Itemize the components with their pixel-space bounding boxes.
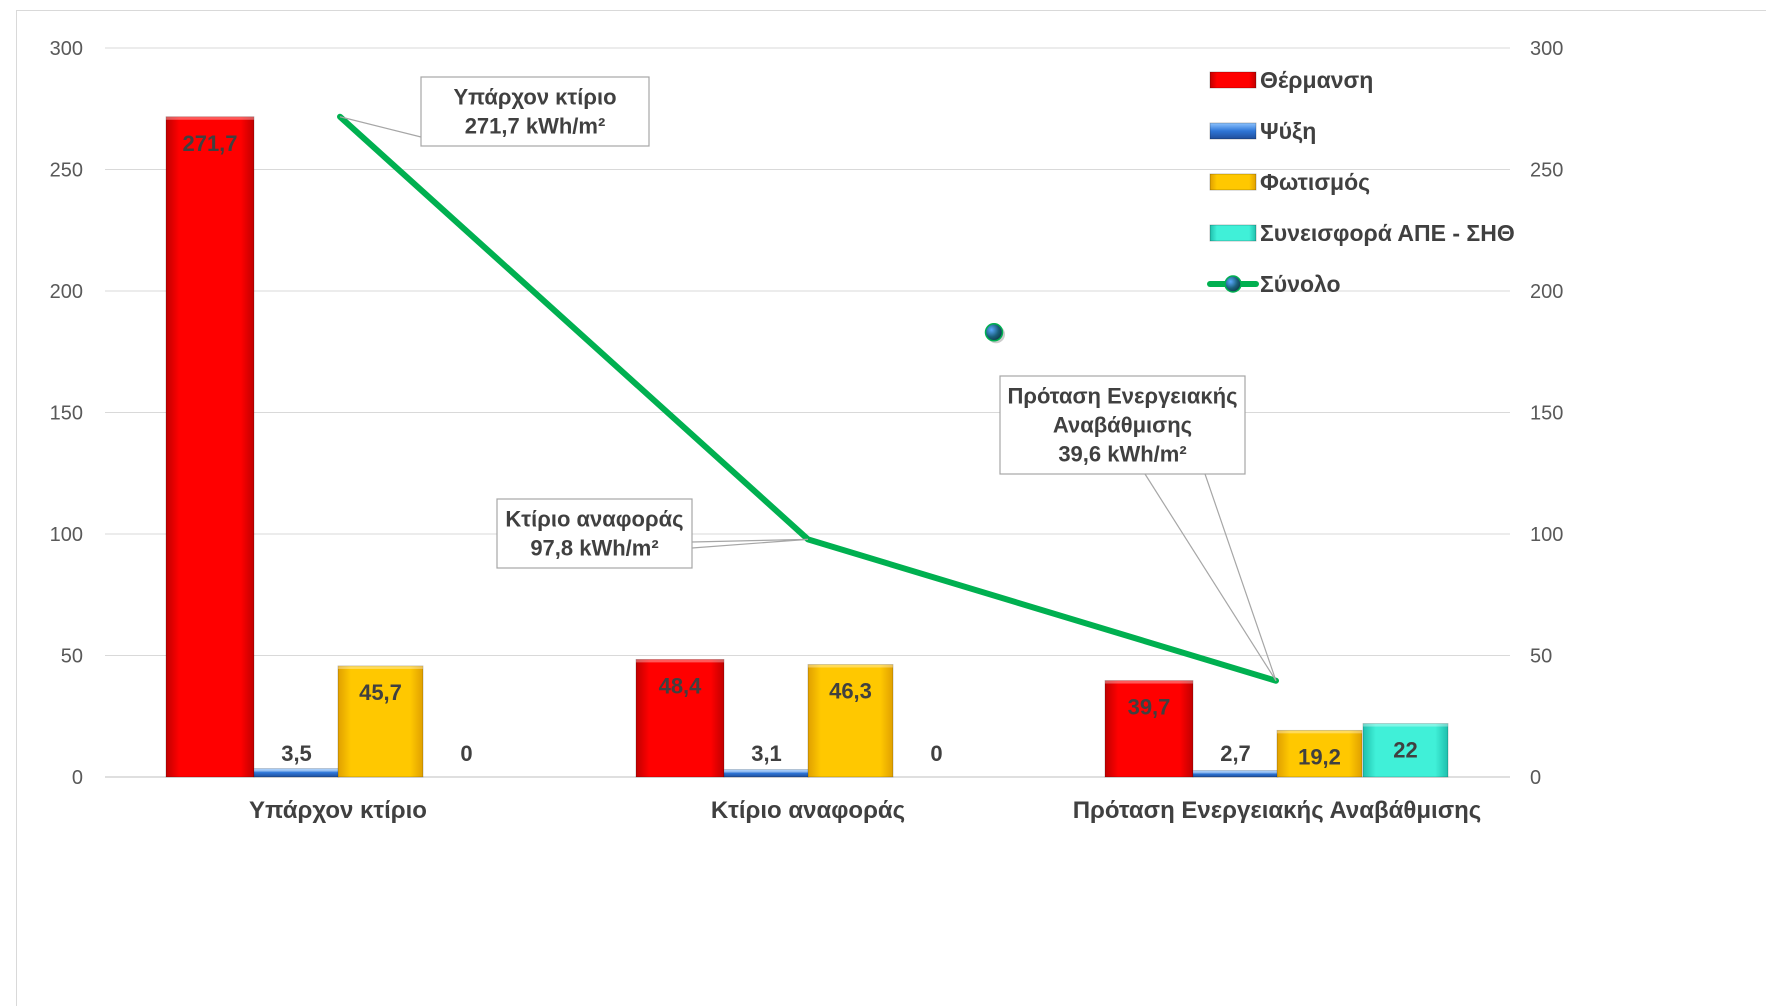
data-label-3-1: 0 — [930, 741, 942, 766]
data-label-1-1: 3,1 — [751, 741, 782, 766]
legend-label-1: Ψύξη — [1260, 118, 1316, 144]
bars — [165, 116, 1449, 778]
bar-0-0 — [165, 116, 255, 778]
category-label-0: Υπάρχον κτίριο — [249, 797, 427, 824]
bar-highlight-1-0 — [254, 768, 339, 772]
callout-text-0-1: 271,7 kWh/m² — [465, 114, 606, 139]
bar-highlight-1-1 — [724, 769, 809, 773]
y2-tick-label-200: 200 — [1530, 281, 1563, 303]
bar-highlight-2-1 — [808, 664, 893, 668]
y-tick-label-150: 150 — [50, 403, 83, 425]
bar-3-2 — [1362, 723, 1449, 778]
bar-highlight-0-2 — [1105, 680, 1193, 684]
callout-leader-1-1 — [691, 538, 809, 543]
data-label-0-2: 39,7 — [1128, 695, 1171, 720]
data-labels: 271,7 3,5 45,7 0 48,4 3,1 46,3 0 39,7 2,7 19,2 22 — [182, 131, 1417, 770]
callout-leader-1-0 — [691, 538, 809, 549]
legend-swatch-2 — [1209, 173, 1257, 191]
bar-2-0 — [337, 665, 424, 778]
legend-label-0: Θέρμανση — [1260, 67, 1373, 93]
y2-tick-label-50: 50 — [1530, 646, 1552, 668]
y2-tick-label-0: 0 — [1530, 767, 1541, 789]
bar-highlight-0-1 — [636, 659, 724, 663]
data-label-2-2: 19,2 — [1298, 744, 1341, 769]
data-label-3-2: 22 — [1393, 738, 1417, 763]
callout-box-2 — [999, 375, 1246, 475]
callout-box-0 — [420, 76, 650, 147]
data-label-0-0: 271,7 — [182, 131, 237, 156]
callout-text-2-1: Αναβάθμισης — [1053, 413, 1192, 438]
gridlines — [105, 47, 1510, 778]
data-label-1-2: 2,7 — [1220, 741, 1251, 766]
bar-highlight-3-2 — [1363, 723, 1448, 727]
data-label-0-1: 48,4 — [659, 673, 703, 698]
data-label-3-0: 0 — [460, 741, 472, 766]
y-tick-label-250: 250 — [50, 160, 83, 182]
legend-label-2: Φωτισμός — [1260, 169, 1370, 195]
data-label-2-1: 46,3 — [829, 678, 872, 703]
callouts: Υπάρχον κτίριο 271,7 kWh/m² Κτίριο αναφορά… — [339, 76, 1277, 682]
bar-2-1 — [807, 664, 894, 778]
bar-highlight-1-2 — [1193, 770, 1278, 774]
legend-swatch-0 — [1209, 71, 1257, 89]
legend-swatch-1 — [1209, 122, 1257, 140]
legend-marker-4 — [1224, 275, 1242, 293]
data-label-1-0: 3,5 — [281, 741, 312, 766]
stray-marker — [984, 323, 1004, 342]
callout-text-2-2: 39,6 kWh/m² — [1058, 442, 1186, 467]
y-tick-label-50: 50 — [61, 646, 83, 668]
chart-frame — [16, 10, 1766, 1006]
callout-text-0-0: Υπάρχον κτίριο — [453, 85, 616, 110]
y-axis-left: 0 50 100 150 200 250 300 — [50, 38, 83, 789]
y-tick-label-100: 100 — [50, 524, 83, 546]
callout-leader-2-1 — [1204, 473, 1277, 681]
callout-leader-0-0 — [339, 116, 422, 138]
y-tick-label-300: 300 — [50, 38, 83, 60]
y-tick-label-0: 0 — [72, 767, 83, 789]
legend-label-4: Σύνολο — [1260, 271, 1341, 297]
callout-text-2-0: Πρόταση Ενεργειακής — [1007, 384, 1237, 409]
bar-highlight-2-2 — [1277, 730, 1362, 734]
y-axis-right: 0 50 100 150 200 250 300 — [1530, 38, 1563, 789]
y2-tick-label-100: 100 — [1530, 524, 1563, 546]
callout-text-1-0: Κτίριο αναφοράς — [505, 507, 683, 532]
category-label-1: Κτίριο αναφοράς — [711, 797, 905, 824]
y2-tick-label-150: 150 — [1530, 403, 1563, 425]
y-tick-label-200: 200 — [50, 281, 83, 303]
legend-label-3: Συνεισφορά ΑΠΕ - ΣΗΘ — [1260, 220, 1515, 246]
category-label-2: Πρόταση Ενεργειακής Αναβάθμισης — [1073, 797, 1482, 824]
callout-box-1 — [496, 498, 693, 569]
bar-highlight-2-0 — [338, 665, 423, 669]
legend-swatch-3 — [1209, 224, 1257, 242]
data-label-2-0: 45,7 — [359, 680, 402, 705]
callout-leader-2-0 — [1144, 473, 1277, 682]
bar-0-1 — [635, 658, 725, 778]
y2-tick-label-250: 250 — [1530, 160, 1563, 182]
callout-text-1-1: 97,8 kWh/m² — [530, 536, 658, 561]
bar-0-2 — [1104, 680, 1194, 778]
x-axis-categories: Υπάρχον κτίριο Κτίριο αναφοράς Πρόταση Ενε… — [249, 797, 1481, 824]
y2-tick-label-300: 300 — [1530, 38, 1563, 60]
bar-highlight-0-0 — [166, 116, 254, 120]
legend: Θέρμανση Ψύξη Φωτισμός Συνεισφορά ΑΠΕ - ΣΗΘ… — [1207, 67, 1515, 297]
bar-2-2 — [1276, 729, 1363, 778]
